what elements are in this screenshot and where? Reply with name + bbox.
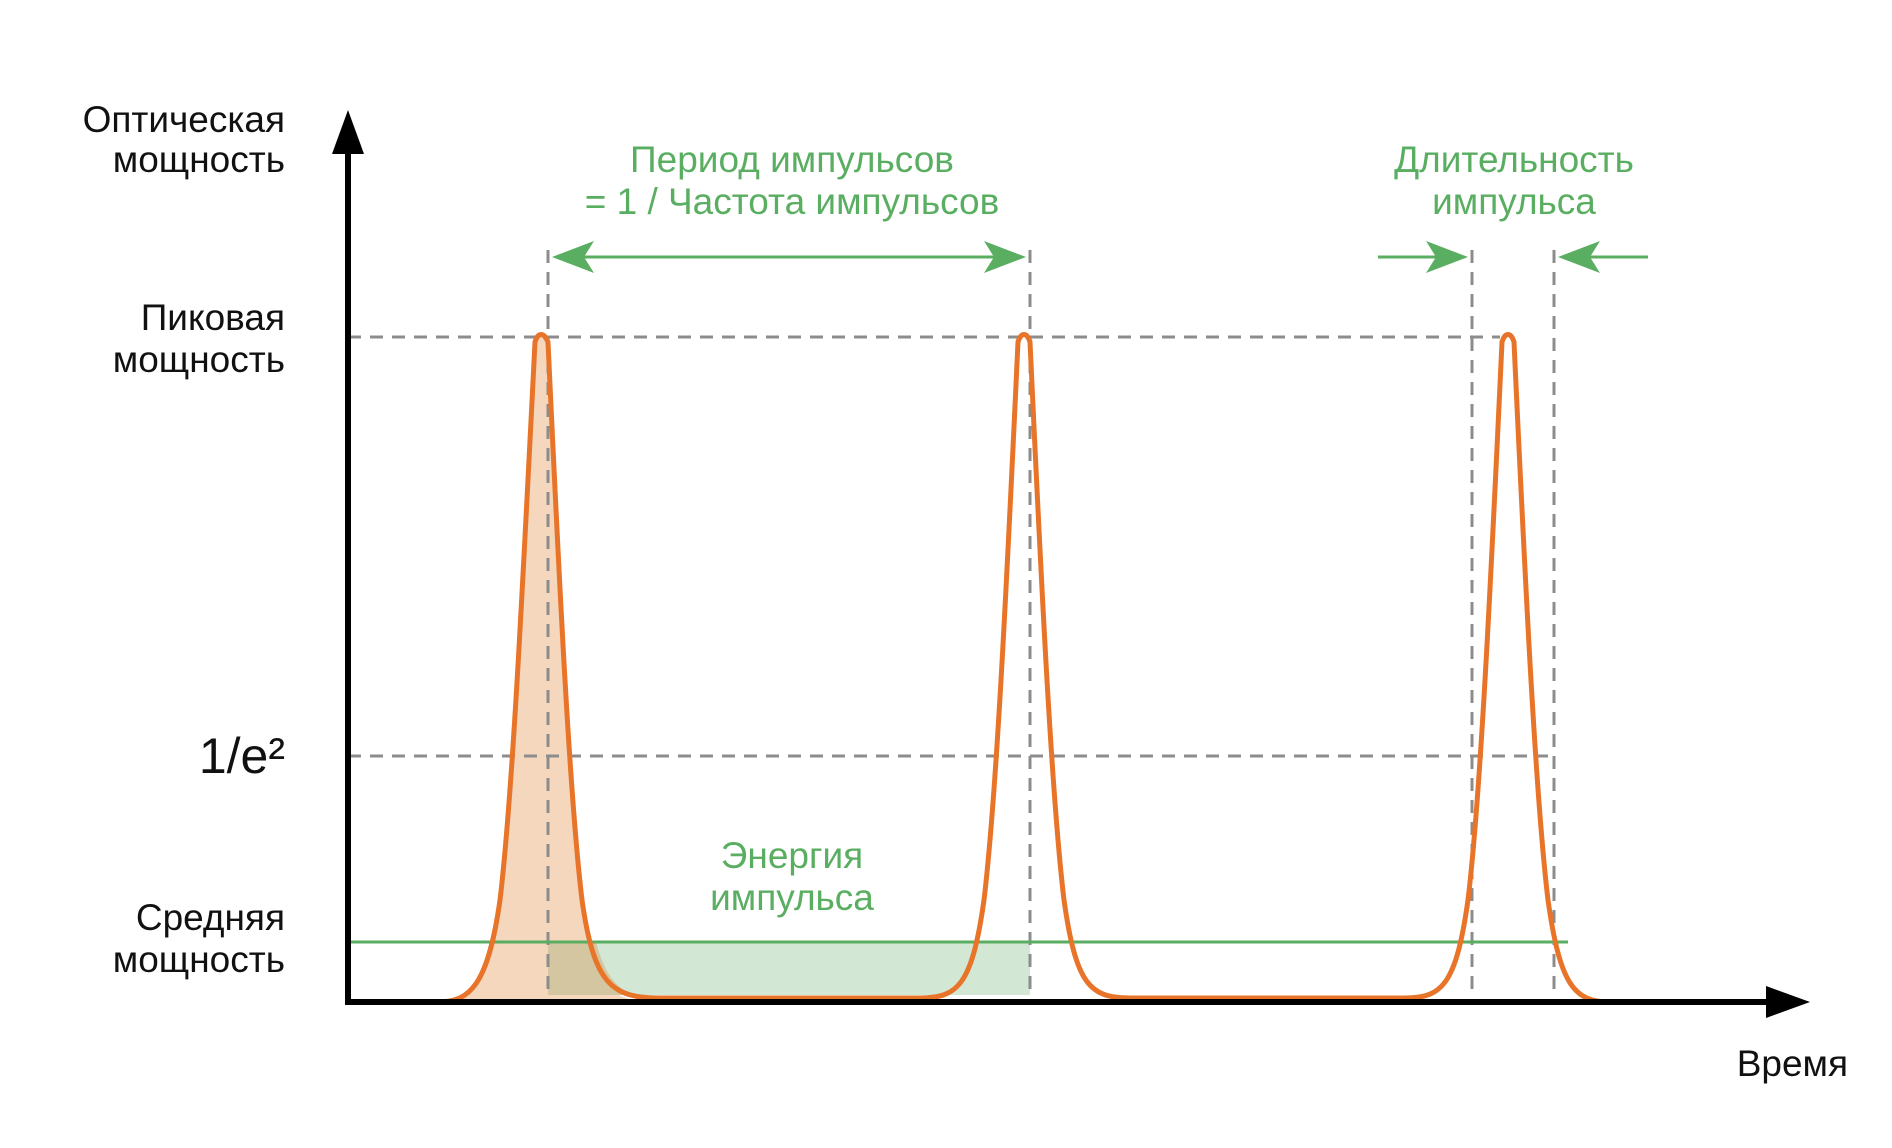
peak-power-label-line1: Пиковая (141, 297, 285, 338)
pulse-1-fill (345, 334, 642, 1000)
duration-label-line1: Длительность (1394, 139, 1634, 180)
period-label-line2: = 1 / Частота импульсов (585, 181, 1000, 222)
duration-label-line2: импульса (1432, 181, 1596, 222)
pulse-curve (348, 332, 1668, 1005)
period-arrow-right-head (984, 241, 1026, 273)
y-axis-title-line1: Оптическая (83, 99, 285, 140)
threshold-label: 1/e² (199, 728, 285, 784)
x-axis-arrowhead (1766, 986, 1810, 1018)
energy-area (548, 942, 1030, 995)
energy-label-line1: Энергия (721, 835, 863, 876)
duration-arrow-left-head (1426, 241, 1468, 273)
average-power-label-line2: мощность (113, 939, 285, 980)
y-axis-arrowhead (332, 110, 364, 154)
overlap-area (548, 942, 642, 995)
x-axis-title: Время (1737, 1043, 1848, 1084)
period-label-line1: Период импульсов (630, 139, 954, 180)
duration-arrow-right-head (1558, 241, 1600, 273)
average-power-label-line1: Средняя (136, 897, 285, 938)
y-axis-title-line2: мощность (113, 139, 285, 180)
period-arrow-left-head (552, 241, 594, 273)
peak-power-label-line2: мощность (113, 339, 285, 380)
energy-label-line2: импульса (710, 877, 874, 918)
